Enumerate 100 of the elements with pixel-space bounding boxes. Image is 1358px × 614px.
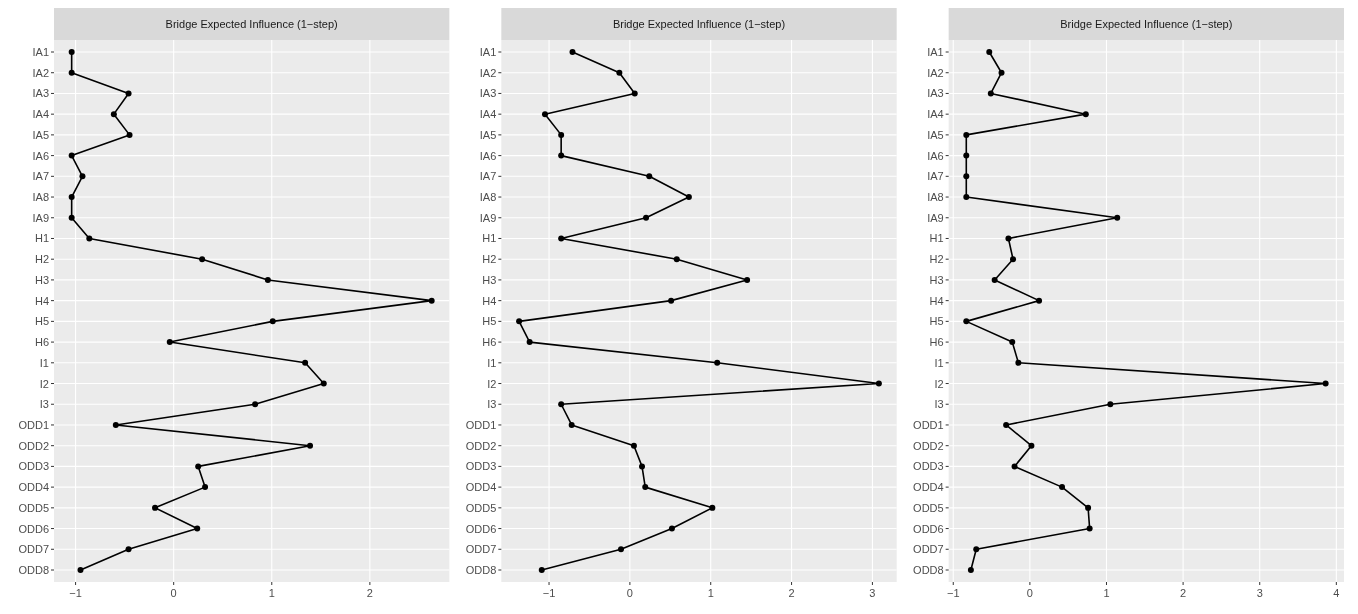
point <box>166 339 173 346</box>
point <box>86 235 93 242</box>
point <box>875 380 882 387</box>
y-tick-label: IA9 <box>479 211 497 224</box>
y-tick-label: H4 <box>929 294 944 307</box>
point <box>642 484 649 491</box>
y-tick-label: H1 <box>34 232 49 245</box>
y-tick-label: ODD6 <box>913 522 944 535</box>
y-tick-label: I2 <box>934 377 944 390</box>
point <box>630 442 637 449</box>
y-tick-label: IA4 <box>32 108 49 121</box>
y-tick-label: H4 <box>482 294 497 307</box>
point <box>1011 463 1018 470</box>
y-tick-label: IA4 <box>927 108 944 121</box>
point <box>195 463 202 470</box>
y-tick-label: IA2 <box>927 66 944 79</box>
point <box>1009 339 1016 346</box>
point <box>1114 214 1121 221</box>
point <box>963 131 970 138</box>
point <box>1085 504 1092 511</box>
point <box>991 276 998 283</box>
point <box>541 111 548 118</box>
point <box>77 567 84 573</box>
y-tick-label: H4 <box>34 294 49 307</box>
y-tick-label: I1 <box>934 356 944 369</box>
point <box>569 49 576 55</box>
y-tick-label: ODD6 <box>465 522 497 535</box>
y-tick-label: H3 <box>482 273 497 286</box>
y-tick-label: IA6 <box>32 149 49 162</box>
point <box>646 173 653 180</box>
point <box>673 256 680 263</box>
y-tick-label: I3 <box>39 398 49 411</box>
y-tick-label: IA8 <box>32 191 49 204</box>
y-tick-label: H1 <box>929 232 944 245</box>
point <box>617 546 624 553</box>
x-tick-label: 2 <box>366 587 373 599</box>
y-tick-label: ODD4 <box>18 481 49 494</box>
point <box>125 90 132 97</box>
point <box>568 421 575 428</box>
y-tick-label: ODD3 <box>18 460 49 473</box>
point <box>152 504 159 511</box>
point <box>68 194 75 201</box>
y-tick-label: ODD4 <box>465 481 497 494</box>
point <box>68 214 75 221</box>
point <box>202 484 209 491</box>
y-tick-label: I2 <box>39 377 49 390</box>
y-tick-label: IA7 <box>32 170 49 183</box>
y-tick-label: ODD3 <box>913 460 944 473</box>
point <box>110 111 117 118</box>
point <box>79 173 86 180</box>
point <box>320 380 327 387</box>
y-tick-label: I1 <box>39 356 49 369</box>
point <box>963 318 970 325</box>
y-tick-label: ODD6 <box>18 522 49 535</box>
point <box>1015 359 1022 366</box>
y-tick-label: IA8 <box>927 191 944 204</box>
point <box>68 69 75 76</box>
point <box>1010 256 1017 263</box>
chart-title: Bridge Expected Influence (1−step) <box>165 18 338 30</box>
y-tick-label: ODD4 <box>913 481 944 494</box>
y-tick-label: ODD2 <box>913 439 944 452</box>
point <box>1082 111 1089 118</box>
y-tick-label: ODD1 <box>465 418 497 431</box>
point <box>967 567 974 573</box>
point <box>1059 484 1066 491</box>
y-tick-label: H5 <box>482 315 497 328</box>
point <box>998 69 1005 76</box>
y-tick-label: H5 <box>929 315 944 328</box>
point <box>558 401 565 408</box>
point <box>631 90 638 97</box>
x-tick-label: −1 <box>542 587 556 599</box>
y-tick-label: ODD5 <box>913 501 944 514</box>
y-tick-label: IA7 <box>479 170 497 183</box>
point <box>526 339 533 346</box>
x-tick-label: 0 <box>170 587 177 599</box>
point <box>516 318 523 325</box>
point <box>709 504 716 511</box>
x-tick-label: −1 <box>946 587 960 599</box>
point <box>1107 401 1114 408</box>
y-tick-label: I2 <box>487 377 497 390</box>
y-tick-label: IA9 <box>32 211 49 224</box>
point <box>428 297 435 304</box>
y-tick-label: IA3 <box>927 87 944 100</box>
x-tick-label: 1 <box>707 587 714 599</box>
point <box>986 49 993 55</box>
y-tick-label: IA6 <box>927 149 944 162</box>
point <box>963 173 970 180</box>
y-tick-label: H6 <box>34 336 49 349</box>
x-tick-label: 2 <box>1180 587 1187 599</box>
y-tick-label: IA2 <box>32 66 49 79</box>
y-tick-label: H6 <box>482 336 497 349</box>
chart-title: Bridge Expected Influence (1−step) <box>612 18 786 30</box>
point <box>1036 297 1043 304</box>
point <box>307 442 314 449</box>
y-tick-label: IA2 <box>479 66 497 79</box>
y-tick-label: IA8 <box>479 191 497 204</box>
y-tick-label: H2 <box>929 253 944 266</box>
point <box>125 546 132 553</box>
point <box>744 276 751 283</box>
y-tick-label: ODD7 <box>18 543 49 556</box>
